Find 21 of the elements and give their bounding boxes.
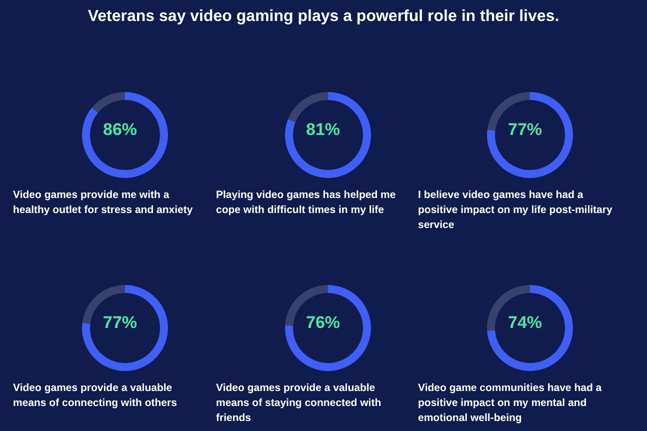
donut-slice	[82, 92, 168, 178]
donut-slice	[92, 92, 125, 113]
text: Veterans say video gaming plays a powerful role in their lives.	[86, 8, 560, 26]
text: I believe video games have had a positive impact on my life post-military service	[418, 188, 613, 233]
text: Video games provide me with a healthy outlet for stress and anxiety	[13, 188, 194, 218]
text: 81%	[304, 120, 342, 140]
text: 86%	[102, 120, 138, 140]
text: Video games provide a valuable means of connecting with others	[13, 381, 178, 411]
text: Playing video games has helped me cope with difficult times in my life	[216, 188, 397, 218]
text: 74%	[506, 313, 544, 333]
text: 77%	[102, 313, 138, 333]
text: 76%	[304, 313, 342, 333]
donut-slice	[82, 285, 168, 371]
text: Video games provide a valuable means of staying connected with friends	[216, 381, 382, 426]
donut-slice	[288, 92, 328, 122]
donut-slice	[487, 285, 573, 371]
text: Video game communities have had a positive impact on my mental and emotional well-being	[418, 381, 603, 426]
donut-slice	[285, 285, 371, 371]
donut-slice	[285, 92, 371, 178]
text: 77%	[506, 120, 544, 140]
donut-slice	[487, 92, 573, 178]
